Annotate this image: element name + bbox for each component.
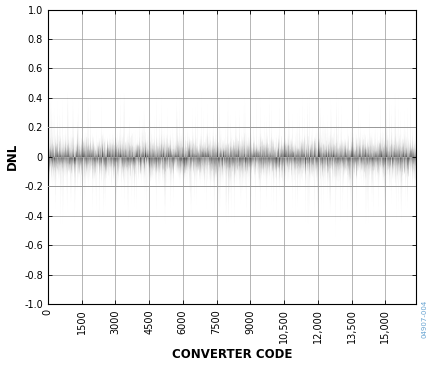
X-axis label: CONVERTER CODE: CONVERTER CODE	[171, 348, 292, 361]
Text: 04907-004: 04907-004	[421, 299, 427, 338]
Y-axis label: DNL: DNL	[6, 143, 19, 171]
